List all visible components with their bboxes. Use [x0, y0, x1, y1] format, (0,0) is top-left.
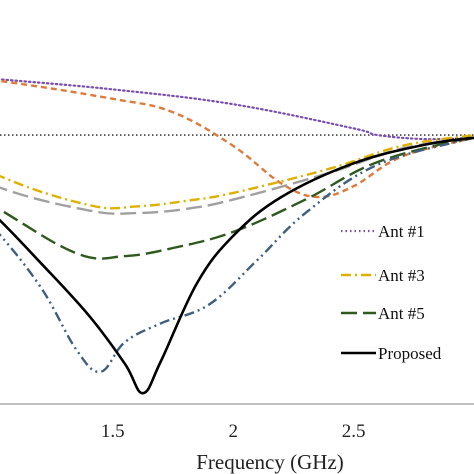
x-tick-label: 1.5 — [101, 421, 125, 442]
series-line-ant-6 — [0, 136, 474, 374]
legend-label-ant-1: Ant #1 — [378, 222, 425, 241]
series-line-ant-2 — [0, 79, 474, 199]
plot-area — [0, 78, 474, 395]
series-line-proposed — [0, 136, 474, 395]
series-line-ant-5 — [0, 135, 474, 260]
x-axis-title: Frequency (GHz) — [196, 450, 344, 474]
legend-label-ant-5: Ant #5 — [378, 304, 425, 323]
series-line-ant-1 — [0, 78, 474, 141]
legend: Ant #1 Ant #3 Ant #5 Proposed — [341, 222, 442, 363]
x-tick-label: 2.5 — [342, 421, 366, 442]
legend-label-ant-3: Ant #3 — [378, 266, 425, 285]
x-axis-ticks: 11.522.5 — [101, 421, 366, 442]
x-tick-label: 2 — [228, 421, 238, 442]
legend-label-proposed: Proposed — [378, 344, 442, 363]
